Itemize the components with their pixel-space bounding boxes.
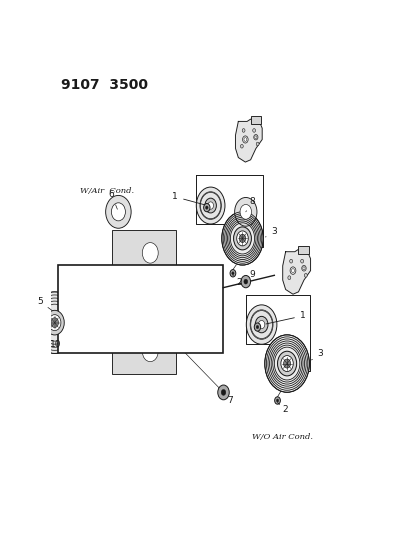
Circle shape	[254, 134, 258, 140]
Circle shape	[259, 320, 265, 329]
Circle shape	[288, 276, 291, 280]
Circle shape	[284, 359, 291, 368]
Circle shape	[106, 196, 131, 228]
Circle shape	[241, 276, 251, 288]
Bar	[298, 246, 309, 254]
Circle shape	[218, 385, 229, 400]
Text: 7: 7	[224, 392, 233, 405]
Circle shape	[246, 305, 277, 344]
Text: 1: 1	[266, 311, 305, 324]
Circle shape	[142, 243, 158, 263]
Circle shape	[244, 138, 247, 141]
Circle shape	[242, 128, 245, 132]
Circle shape	[302, 265, 306, 271]
Text: 10: 10	[50, 340, 61, 349]
Circle shape	[31, 292, 79, 353]
Text: 9107  3500: 9107 3500	[61, 78, 148, 92]
Bar	[58, 265, 224, 353]
Polygon shape	[236, 119, 262, 162]
Circle shape	[142, 341, 158, 361]
Bar	[112, 230, 176, 374]
Circle shape	[276, 399, 279, 402]
Text: 9: 9	[246, 270, 255, 281]
Circle shape	[0, 358, 15, 394]
Circle shape	[232, 272, 234, 274]
Circle shape	[235, 197, 257, 226]
Text: 8: 8	[246, 197, 255, 212]
Circle shape	[256, 325, 259, 329]
Circle shape	[304, 273, 307, 277]
Circle shape	[142, 292, 158, 312]
Text: 5: 5	[37, 297, 53, 311]
Circle shape	[255, 317, 268, 333]
Text: 4: 4	[0, 532, 1, 533]
Circle shape	[303, 267, 305, 270]
Circle shape	[240, 205, 252, 219]
Bar	[251, 116, 261, 124]
Text: 1: 1	[173, 192, 205, 205]
Circle shape	[230, 270, 236, 277]
Circle shape	[222, 212, 263, 265]
Polygon shape	[283, 249, 311, 294]
Circle shape	[277, 351, 297, 376]
Circle shape	[242, 136, 248, 143]
Circle shape	[221, 390, 226, 395]
Circle shape	[205, 198, 216, 213]
Circle shape	[203, 204, 210, 212]
Circle shape	[208, 202, 213, 209]
Circle shape	[206, 206, 208, 209]
Circle shape	[196, 187, 225, 224]
Circle shape	[275, 397, 280, 404]
Circle shape	[253, 128, 256, 132]
Circle shape	[290, 259, 293, 263]
Text: 3: 3	[266, 227, 277, 237]
Circle shape	[111, 203, 125, 221]
Circle shape	[301, 259, 304, 263]
Circle shape	[240, 144, 243, 148]
Text: W/Air  Cond.: W/Air Cond.	[80, 187, 134, 195]
Circle shape	[265, 335, 309, 392]
Text: 6: 6	[109, 190, 118, 209]
Circle shape	[254, 323, 261, 331]
Text: 2: 2	[233, 276, 242, 287]
Circle shape	[291, 269, 294, 272]
Text: 2: 2	[277, 402, 288, 414]
Circle shape	[45, 310, 64, 335]
Circle shape	[281, 356, 293, 372]
Circle shape	[239, 235, 246, 243]
Circle shape	[48, 314, 61, 330]
Text: W/O Air Cond.: W/O Air Cond.	[252, 433, 313, 441]
Circle shape	[51, 318, 58, 328]
Circle shape	[290, 267, 296, 274]
Text: 3: 3	[312, 349, 323, 360]
Circle shape	[255, 136, 257, 139]
Circle shape	[256, 142, 259, 146]
Circle shape	[0, 366, 9, 386]
Circle shape	[244, 279, 248, 284]
Circle shape	[237, 231, 248, 246]
Circle shape	[233, 227, 252, 250]
